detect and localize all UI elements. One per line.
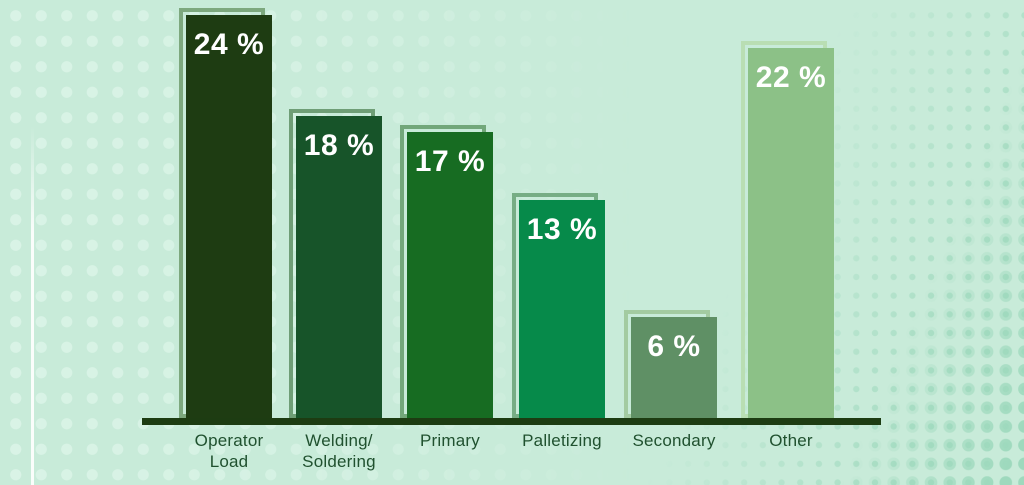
x-axis-line xyxy=(142,418,881,425)
bar-palletizing: 13 % xyxy=(519,199,605,418)
bar-value-label: 18 % xyxy=(303,128,375,162)
bar-other: 22 % xyxy=(748,48,834,418)
bar-value-label: 22 % xyxy=(755,61,827,95)
category-label-other: Other xyxy=(721,430,861,451)
bar-value-label: 6 % xyxy=(647,330,701,364)
category-label-line: Other xyxy=(769,431,813,450)
bar-primary: 17 % xyxy=(407,132,493,418)
bar-welding-soldering: 18 % xyxy=(296,115,382,418)
bar-value-label: 24 % xyxy=(193,27,265,61)
bar-secondary: 6 % xyxy=(631,317,717,418)
vertical-accent-line xyxy=(31,0,34,485)
category-label-line: Soldering xyxy=(302,452,376,471)
bar-value-label: 13 % xyxy=(526,212,598,246)
bar-value-label: 17 % xyxy=(414,145,486,179)
bar-operator-load: 24 % xyxy=(186,14,272,418)
